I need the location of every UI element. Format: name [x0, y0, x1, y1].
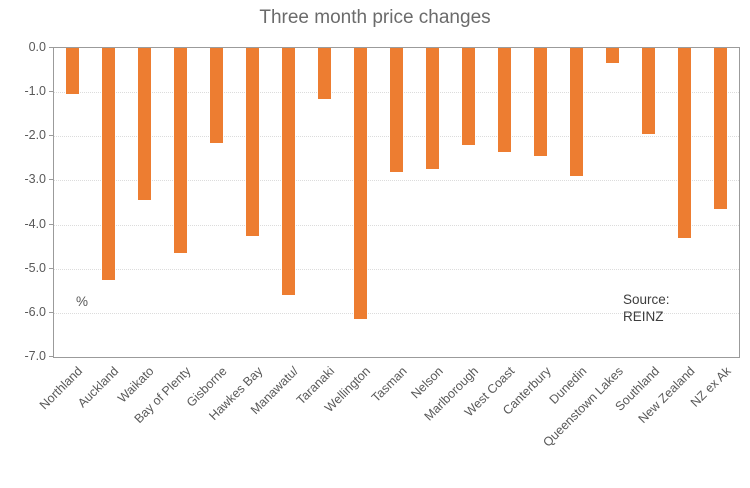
bar-manawatu: [281, 48, 295, 296]
bar-new-zealand: [678, 48, 692, 238]
source-note: Source: REINZ: [623, 291, 670, 325]
bar-auckland: [101, 48, 115, 280]
y-tick-mark: [49, 223, 54, 225]
y-tick-mark: [49, 91, 54, 93]
gridline: [54, 224, 739, 226]
y-tick-mark: [49, 311, 54, 313]
source-line-1: Source:: [623, 292, 670, 307]
bar-queenstown-lakes: [606, 48, 620, 64]
bar-tasman: [390, 48, 403, 172]
bar-gisborne: [209, 48, 223, 143]
source-line-2: REINZ: [623, 309, 664, 324]
y-axis-tick-label: -6.0: [24, 304, 46, 319]
bar-bay-of-plenty: [173, 48, 187, 254]
bar-taranaki: [317, 48, 331, 99]
y-tick-mark: [49, 179, 54, 181]
y-axis-tick-label: -7.0: [24, 349, 46, 363]
y-axis-tick-label: -2.0: [24, 128, 46, 143]
bar-waikato: [137, 48, 151, 201]
gridline: [54, 180, 739, 182]
x-axis-tick-label: Northland: [36, 364, 85, 413]
bar-northland: [65, 48, 79, 95]
y-axis-tick-label: 0.0: [28, 40, 46, 54]
y-axis-tick-label: -3.0: [24, 172, 46, 187]
chart-title: Three month price changes: [259, 7, 491, 28]
bar-west-coast: [498, 48, 512, 152]
gridline: [54, 312, 739, 314]
gridline: [54, 268, 739, 270]
x-axis-tick-label: Tasman: [368, 364, 410, 405]
y-tick-mark: [49, 356, 54, 357]
unit-label: %: [76, 294, 89, 309]
y-axis-tick-label: -5.0: [24, 260, 46, 275]
bar-southland: [642, 48, 656, 135]
bar-dunedin: [570, 48, 584, 176]
bar-nelson: [426, 48, 440, 170]
bar-hawkes-bay: [245, 48, 259, 236]
bar-canterbury: [534, 48, 548, 157]
y-axis-tick-label: -4.0: [24, 216, 46, 231]
bar-wellington: [353, 48, 367, 320]
bar-nz-ex-ak: [714, 48, 728, 210]
y-tick-mark: [49, 267, 54, 269]
y-tick-mark: [49, 47, 54, 48]
bar-marlborough: [462, 48, 476, 146]
plot-area: [53, 47, 740, 358]
y-axis-tick-label: -1.0: [24, 84, 46, 99]
y-tick-mark: [49, 135, 54, 137]
